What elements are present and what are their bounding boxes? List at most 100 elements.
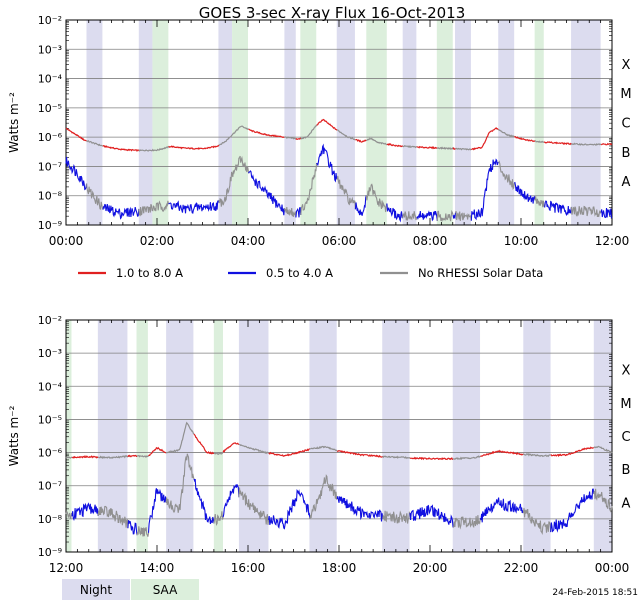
top-night-band xyxy=(498,20,515,225)
top-series-long-gray-segment xyxy=(570,142,602,146)
legend-label-1: 0.5 to 4.0 A xyxy=(266,266,333,280)
top-series-long-gray-segment xyxy=(337,129,356,141)
bottom-night-band xyxy=(309,320,337,552)
bottom-y-axis-label: Watts m⁻² xyxy=(7,405,21,466)
bottom-series-short-gray-segment xyxy=(382,510,411,524)
bottom-series-long-gray-segment xyxy=(382,455,411,460)
top-x-tick-label: 00:00 xyxy=(49,234,84,248)
top-saa-band xyxy=(534,20,544,225)
top-series-short-segment xyxy=(295,207,302,218)
bottom-series-long-segment xyxy=(71,455,99,459)
bottom-series-short-gray-segment xyxy=(165,453,195,514)
bottom-series-long-gray-segment xyxy=(238,443,269,455)
top-night-band xyxy=(402,20,417,225)
top-saa-band xyxy=(436,20,453,225)
bottom-x-tick-label: 16:00 xyxy=(231,561,266,575)
bottom-saa-band xyxy=(136,320,148,552)
top-series-short-segment xyxy=(416,210,438,222)
top-night-band xyxy=(284,20,296,225)
top-x-tick-label: 06:00 xyxy=(322,234,357,248)
bottom-series-short-segment xyxy=(479,497,524,523)
top-series-short-gray-segment xyxy=(283,207,297,218)
top-class-label-C: C xyxy=(621,117,630,132)
legend-night-label: Night xyxy=(80,583,113,597)
top-class-label-B: B xyxy=(622,146,631,161)
top-x-tick-label: 04:00 xyxy=(231,234,266,248)
bottom-series-long-segment xyxy=(550,446,595,458)
top-class-label-X: X xyxy=(622,58,631,73)
saa-swatch xyxy=(131,579,199,600)
bottom-series-long-segment xyxy=(337,450,384,458)
footer-timestamp: 24-Feb-2015 18:51 xyxy=(552,588,638,598)
bottom-series-long-gray-segment xyxy=(97,455,128,459)
chart-title: GOES 3-sec X-ray Flux 16-Oct-2013 xyxy=(199,4,466,22)
bottom-y-tick-label: 10⁻⁴ xyxy=(38,380,63,393)
bottom-y-tick-label: 10⁻⁵ xyxy=(38,413,62,426)
top-series-long-gray-segment xyxy=(455,147,472,151)
top-series-short-gray-segment xyxy=(534,196,545,208)
bottom-series-long-segment xyxy=(409,456,454,461)
bottom-series-short-gray-segment xyxy=(309,474,338,519)
night-swatch xyxy=(62,579,130,600)
bottom-series-short-segment xyxy=(127,520,138,536)
bottom-night-band xyxy=(238,320,269,552)
top-series-short-gray-segment xyxy=(570,205,602,218)
top-saa-band xyxy=(232,20,248,225)
bottom-series-long-segment xyxy=(268,448,311,457)
top-series-long-segment xyxy=(102,145,140,152)
top-series-long-segment xyxy=(355,138,367,143)
top-series-long-segment xyxy=(386,143,403,148)
top-x-tick-label: 12:00 xyxy=(595,234,630,248)
top-series-short-gray-segment xyxy=(402,211,418,222)
bottom-series-long-segment xyxy=(193,433,215,455)
top-series-long-gray-segment xyxy=(534,140,545,143)
top-series-short-gray-segment xyxy=(454,210,472,221)
top-series-short-gray-segment xyxy=(138,200,170,217)
bottom-class-label-M: M xyxy=(620,397,631,412)
top-series-short-segment xyxy=(65,156,88,191)
top-series-short-segment xyxy=(470,158,499,221)
top-series-long-segment xyxy=(452,146,456,150)
bottom-x-tick-label: 18:00 xyxy=(322,561,357,575)
bottom-x-tick-label: 22:00 xyxy=(504,561,539,575)
top-series-short-segment xyxy=(543,200,572,217)
top-series-long-segment xyxy=(248,128,285,138)
top-series-long-segment xyxy=(416,145,438,150)
top-series-short-segment xyxy=(316,143,338,183)
bottom-series-short-segment xyxy=(550,488,595,533)
top-series-long-gray-segment xyxy=(366,137,387,146)
bottom-class-label-A: A xyxy=(622,496,631,511)
top-saa-band xyxy=(152,20,169,225)
top-series-long-gray-segment xyxy=(218,125,249,146)
bottom-series-long-gray-segment xyxy=(452,455,481,461)
top-y-axis-label: Watts m⁻² xyxy=(7,92,21,153)
top-y-tick-label: 10⁻⁶ xyxy=(38,131,63,144)
legend-saa: SAA xyxy=(131,579,199,600)
top-y-tick-label: 10⁻⁴ xyxy=(38,73,63,86)
bottom-y-tick-label: 10⁻⁷ xyxy=(38,480,62,493)
bottom-x-tick-label: 00:00 xyxy=(595,561,630,575)
top-y-tick-label: 10⁻⁹ xyxy=(38,219,62,232)
panel-bottom-chart: 10⁻⁹ 10⁻⁸ 10⁻⁷ 10⁻⁶ 10⁻⁵ 10⁻⁴ 10⁻³ 10⁻² 12:00 14:… xyxy=(7,314,632,575)
top-series-long-gray-segment xyxy=(284,136,297,140)
top-series-long-gray-segment xyxy=(498,129,515,138)
bottom-saa-band xyxy=(213,320,223,552)
bottom-series-long-gray-segment xyxy=(309,445,338,452)
bottom-series-short-segment xyxy=(222,483,240,518)
bottom-y-tick-label: 10⁻⁹ xyxy=(38,546,62,559)
top-series-long-gray-segment xyxy=(138,146,170,152)
bottom-series-long-gray-segment xyxy=(593,445,613,454)
bottom-night-band xyxy=(523,320,551,552)
top-night-band xyxy=(218,20,233,225)
bottom-series-short-gray-segment xyxy=(213,511,224,527)
top-night-band xyxy=(571,20,601,225)
bottom-series-short-gray-segment xyxy=(452,515,481,530)
bottom-night-band xyxy=(452,320,481,552)
bottom-class-label-C: C xyxy=(621,430,630,445)
top-class-label-A: A xyxy=(622,175,631,190)
bottom-class-label-X: X xyxy=(622,364,631,379)
bottom-y-tick-label: 10⁻³ xyxy=(38,347,62,360)
top-night-band xyxy=(138,20,153,225)
top-series-short-gray-segment xyxy=(336,175,356,210)
